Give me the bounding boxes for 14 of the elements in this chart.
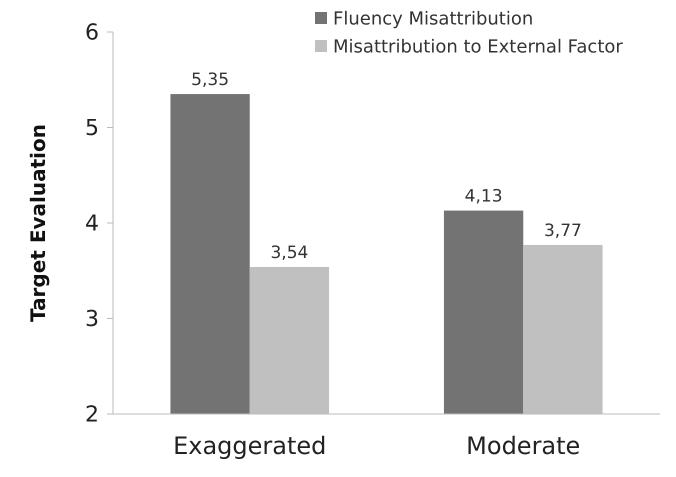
data-label: 5,35 [191, 70, 230, 90]
y-axis-title: Target Evaluation [26, 124, 50, 322]
legend-label: Fluency Misattribution [333, 8, 534, 30]
data-label: 3,77 [544, 220, 582, 241]
data-label: 3,54 [270, 242, 308, 263]
y-tick-label: 6 [85, 20, 99, 46]
legend-label: Misattribution to External Factor [333, 36, 624, 58]
data-label: 4,13 [464, 186, 503, 207]
x-tick-label: Moderate [466, 432, 580, 460]
x-tick-label: Exaggerated [173, 432, 326, 460]
y-tick-label: 2 [85, 402, 99, 428]
y-tick-label: 4 [85, 212, 99, 237]
y-tick-label: 3 [85, 307, 99, 332]
y-tick-label: 5 [85, 116, 99, 142]
